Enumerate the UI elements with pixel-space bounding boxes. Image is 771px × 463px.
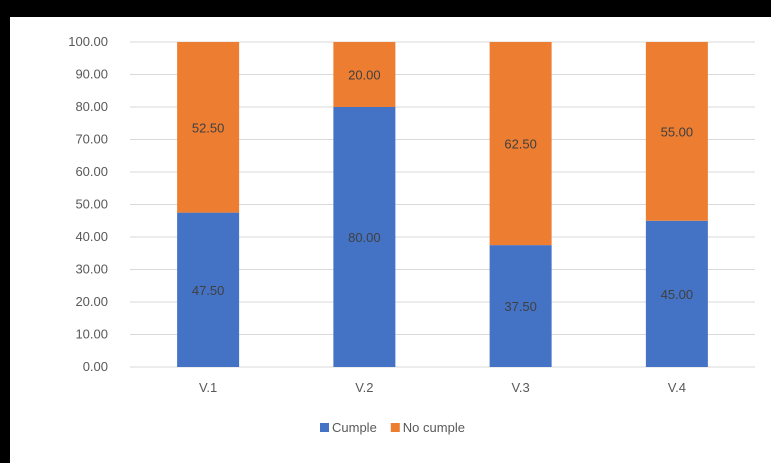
chart-frame: 0.00 10.00 20.00 30.00 40.00 50.00 60.00 70.00 8…	[10, 17, 771, 463]
y-tick-label: 0.00	[83, 359, 108, 374]
bar-segment	[333, 42, 396, 107]
legend: Cumple No cumple	[320, 420, 465, 435]
legend-swatch	[390, 423, 400, 432]
y-tick-label: 40.00	[75, 229, 108, 244]
data-label: 80.00	[348, 230, 381, 245]
bar-segment	[489, 245, 552, 367]
bar-segment	[333, 107, 396, 367]
y-tick-label: 20.00	[75, 294, 108, 309]
data-labels: 47.50 52.50 80.00 20.00 37.50 62.50 45.00 55.00	[192, 68, 693, 315]
y-axis-ticks: 0.00 10.00 20.00 30.00 40.00 50.00 60.00 70.00 8…	[68, 34, 108, 374]
data-label: 47.50	[192, 283, 225, 298]
bar-segment	[645, 220, 708, 367]
legend-swatch	[320, 423, 329, 432]
bars	[177, 42, 708, 367]
stacked-bar-chart: 0.00 10.00 20.00 30.00 40.00 50.00 60.00 70.00 8…	[68, 34, 755, 435]
y-tick-label: 80.00	[75, 99, 108, 114]
y-tick-label: 100.00	[68, 34, 108, 49]
x-tick-label: V.3	[511, 380, 529, 395]
data-label: 52.50	[192, 120, 225, 135]
data-label: 62.50	[504, 137, 537, 152]
legend-label: Cumple	[332, 420, 377, 435]
data-label: 55.00	[661, 124, 694, 139]
x-tick-label: V.4	[668, 380, 686, 395]
data-label: 45.00	[661, 287, 694, 302]
legend-label: No cumple	[403, 420, 465, 435]
y-tick-label: 50.00	[75, 197, 108, 212]
bar-segment	[177, 42, 240, 213]
bar-segment	[177, 212, 240, 367]
data-label: 37.50	[504, 299, 537, 314]
data-label: 20.00	[348, 68, 381, 83]
y-tick-label: 30.00	[75, 262, 108, 277]
bar-segment	[489, 42, 552, 246]
y-tick-label: 90.00	[75, 67, 108, 82]
y-tick-label: 60.00	[75, 164, 108, 179]
y-tick-label: 10.00	[75, 327, 108, 342]
y-tick-label: 70.00	[75, 132, 108, 147]
x-tick-label: V.2	[355, 380, 373, 395]
x-axis-ticks: V.1 V.2 V.3 V.4	[199, 380, 686, 395]
x-tick-label: V.1	[199, 380, 217, 395]
bar-segment	[645, 42, 708, 221]
